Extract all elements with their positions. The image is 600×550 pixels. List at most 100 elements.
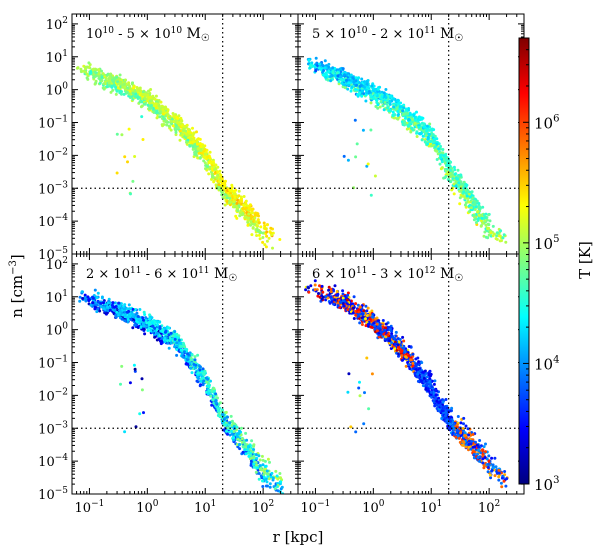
scatter-point [126,86,130,90]
scatter-point [467,200,471,204]
scatter-point [205,380,209,384]
scatter-point [112,80,116,84]
scatter-point [356,93,360,97]
scatter-point [448,180,452,184]
scatter-point [110,303,114,307]
scatter-point [163,336,167,340]
scatter-point [433,134,437,138]
scatter-point [133,323,137,327]
scatter-point [133,308,137,311]
scatter-point [170,117,174,121]
scatter-point [230,432,234,436]
scatter-point [504,240,508,244]
scatter-point [186,362,190,366]
scatter-point [403,116,407,120]
scatter-point [241,450,245,454]
scatter-point [178,138,182,142]
scatter-point [133,367,137,371]
scatter-point [364,88,368,92]
scatter-top-left [75,61,282,250]
scatter-point [336,304,340,308]
scatter-point [371,318,375,322]
scatter-point [313,283,317,287]
scatter-point [346,308,350,312]
scatter-point [131,81,134,85]
scatter-point [337,82,341,86]
scatter-point [214,392,218,396]
scatter-point [340,78,343,82]
scatter-point [161,108,165,111]
scatter-point [196,380,200,384]
scatter-point [471,433,475,436]
scatter-point [488,473,492,477]
scatter-point [102,82,106,86]
scatter-point [98,309,102,313]
scatter-point [119,382,122,386]
scatter-point [265,469,269,473]
scatter-point [464,424,468,428]
scatter-point [366,306,370,310]
scatter-point [123,307,127,311]
scatter-point [232,438,235,442]
scatter-point [479,451,483,455]
scatter-point [504,484,508,488]
scatter-point [252,462,256,466]
scatter-point [439,144,442,148]
scatter-point [264,245,268,249]
scatter-point [255,456,259,460]
scatter-point [207,172,211,176]
scatter-point [175,344,179,348]
scatter-point [165,112,169,116]
scatter-point [457,436,461,440]
scatter-point [118,78,122,82]
scatter-point [352,317,356,320]
scatter-point [385,328,389,332]
scatter-point [478,459,481,463]
scatter-point [238,439,242,442]
scatter-point [265,239,269,243]
scatter-point [131,91,135,95]
scatter-point [123,155,127,159]
scatter-point [248,451,252,455]
scatter-point [79,67,83,71]
scatter-point [394,334,398,338]
scatter-point [478,439,482,442]
scatter-point [85,65,89,69]
scatter-point [265,230,269,234]
scatter-point [212,180,216,184]
scatter-point [317,292,320,295]
scatter-point [324,298,328,302]
scatter-point [502,233,506,237]
scatter-point [435,403,439,407]
scatter-point [427,132,431,136]
scatter-point [257,221,261,225]
scatter-point [166,339,169,343]
scatter-point [201,367,205,371]
scatter-point [426,135,430,139]
scatter-point [133,95,137,99]
scatter-point [267,236,271,240]
scatter-point [421,384,425,388]
scatter-point [461,427,465,430]
scatter-point [257,454,261,458]
scatter-point [172,114,176,118]
scatter-point [135,88,139,92]
scatter-point [190,371,194,375]
scatter-point [362,309,366,313]
scatter-point [365,91,369,95]
scatter-point [397,101,401,105]
scatter-point [322,69,326,72]
scatter-point [493,456,497,460]
scatter-point [462,186,466,190]
scatter-point [131,315,135,319]
scatter-point [354,87,358,91]
scatter-point [242,440,246,444]
scatter-point [241,445,245,449]
scatter-point [181,133,184,137]
scatter-point [354,155,358,159]
scatter-point [147,317,151,321]
scatter-point [462,190,466,194]
scatter-point [115,310,119,314]
scatter-point [143,102,147,106]
scatter-point [369,101,373,105]
